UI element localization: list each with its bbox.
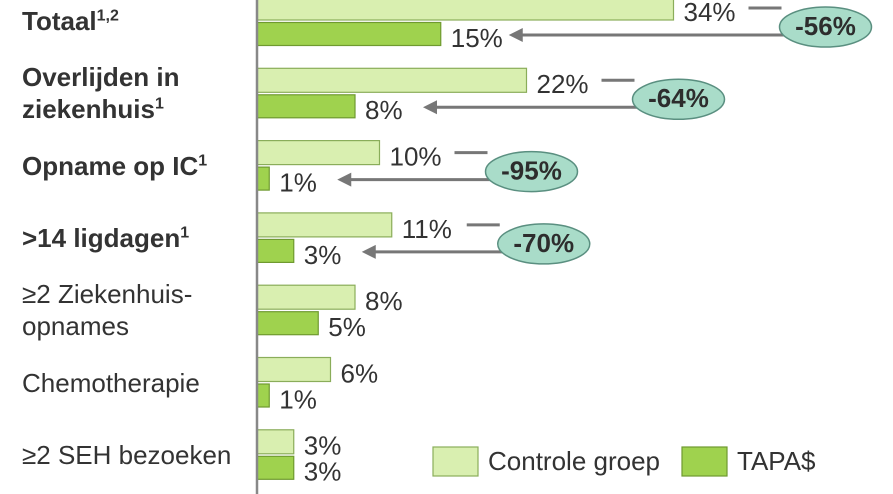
bar: [256, 94, 356, 119]
value-label: 1%: [279, 167, 317, 197]
category-label: Opname op IC1: [22, 141, 240, 191]
category-name: Opname op IC: [22, 150, 199, 181]
value-label: 22%: [537, 69, 589, 99]
reduction-badge: [497, 223, 591, 265]
category-superscript: 1: [180, 224, 190, 242]
legend-label: TAPA$: [737, 446, 816, 476]
value-label: 5%: [328, 312, 366, 342]
value-label: 3%: [304, 457, 342, 487]
bar: [256, 238, 295, 263]
legend-swatch: [432, 446, 479, 477]
bar: [256, 311, 319, 336]
reduction-badge: [631, 78, 726, 121]
arrow-head: [337, 172, 352, 187]
bar: [256, 284, 356, 310]
reduction-label: -56%: [795, 11, 856, 41]
category-text: Opname op IC1: [22, 150, 207, 182]
bar: [256, 67, 528, 93]
value-label: 6%: [341, 358, 379, 388]
category-name: >14 ligdagen: [22, 222, 181, 253]
bar: [256, 166, 270, 191]
value-label: 15%: [451, 23, 503, 53]
category-label: Overlijden in ziekenhuis1: [22, 62, 240, 124]
category-superscript: 1: [154, 95, 164, 113]
bar: [256, 140, 381, 166]
bar: [256, 0, 675, 21]
category-text: Totaal1,2: [22, 5, 119, 37]
reduction-label: -70%: [513, 228, 574, 258]
value-label: 1%: [279, 384, 317, 414]
bar: [256, 356, 332, 383]
value-label: 10%: [390, 141, 442, 171]
reduction-label: -64%: [648, 83, 709, 113]
value-label: 11%: [402, 214, 452, 244]
category-text: Overlijden in ziekenhuis1: [22, 61, 240, 125]
bar: [256, 212, 393, 238]
value-label: 8%: [365, 286, 403, 316]
category-superscript: 1: [198, 151, 208, 169]
category-name: Overlijden in ziekenhuis: [22, 62, 180, 125]
category-text: >14 ligdagen1: [22, 222, 189, 254]
bar: [256, 429, 295, 455]
bar: [256, 21, 442, 47]
category-label: ≥2 Ziekenhuis-opnames: [22, 279, 240, 341]
legend-swatch: [681, 446, 728, 477]
value-label: 3%: [304, 431, 342, 461]
category-text: Chemotherapie: [22, 367, 200, 399]
category-name: ≥2 SEH bezoeken: [22, 439, 232, 470]
reduction-badge: [484, 150, 579, 193]
reduction-label: -95%: [501, 155, 562, 185]
reduction-badge: [778, 6, 873, 48]
value-label: 8%: [365, 95, 403, 125]
category-text: ≥2 Ziekenhuis-opnames: [22, 278, 240, 342]
category-name: Totaal: [22, 6, 97, 36]
category-text: ≥2 SEH bezoeken: [22, 439, 231, 471]
category-label: ≥2 SEH bezoeken: [22, 430, 240, 480]
category-name: Chemotherapie: [22, 367, 200, 398]
category-label: Chemotherapie: [22, 358, 240, 408]
arrow-head: [508, 28, 523, 42]
category-name: ≥2 Ziekenhuis-opnames: [22, 279, 193, 342]
bar: [256, 383, 270, 408]
legend-label: Controle groep: [488, 446, 660, 476]
category-superscript: 1,2: [96, 7, 119, 25]
category-label: >14 ligdagen1: [22, 213, 240, 263]
category-label: Totaal1,2: [22, 0, 240, 46]
bar: [256, 455, 295, 480]
value-label: 3%: [304, 240, 342, 270]
value-label: 34%: [684, 0, 736, 27]
arrow-head: [361, 244, 376, 259]
arrow-head: [423, 100, 437, 115]
